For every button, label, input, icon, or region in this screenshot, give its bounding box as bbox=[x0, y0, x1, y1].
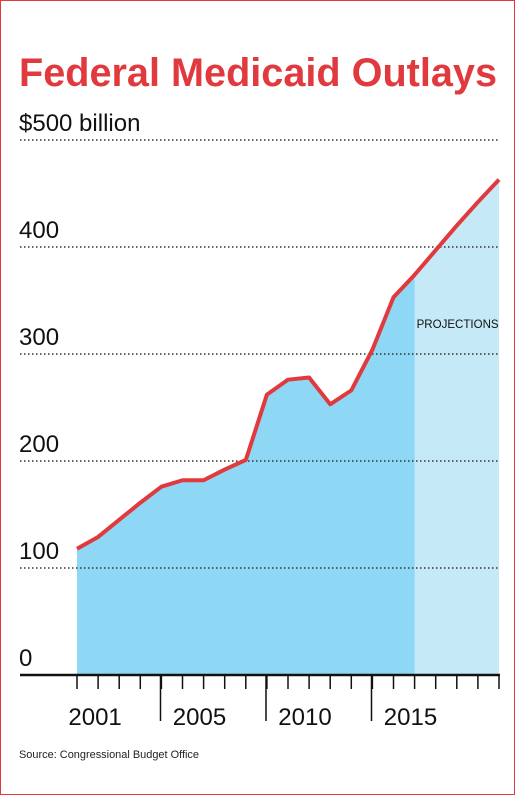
x-tick-label: 2010 bbox=[278, 704, 331, 731]
chart-title: Federal Medicaid Outlays bbox=[19, 51, 497, 95]
y-tick-label: 100 bbox=[19, 538, 59, 565]
x-tick-label: 2015 bbox=[384, 704, 437, 731]
y-tick-label: 300 bbox=[19, 324, 59, 351]
y-tick-label: 200 bbox=[19, 431, 59, 458]
source: Source: Congressional Budget Office bbox=[19, 749, 199, 761]
area bbox=[77, 179, 499, 675]
annotation: PROJECTIONS bbox=[417, 317, 499, 331]
y-tick-label: 0 bbox=[19, 645, 32, 672]
y-tick-label: 400 bbox=[19, 217, 59, 244]
projection-area bbox=[414, 179, 499, 675]
line bbox=[76, 178, 501, 551]
x-tick-label: 2001 bbox=[68, 704, 121, 731]
y-tick-label: $500 billion bbox=[19, 110, 140, 137]
x-tick-label: 2005 bbox=[173, 704, 226, 731]
